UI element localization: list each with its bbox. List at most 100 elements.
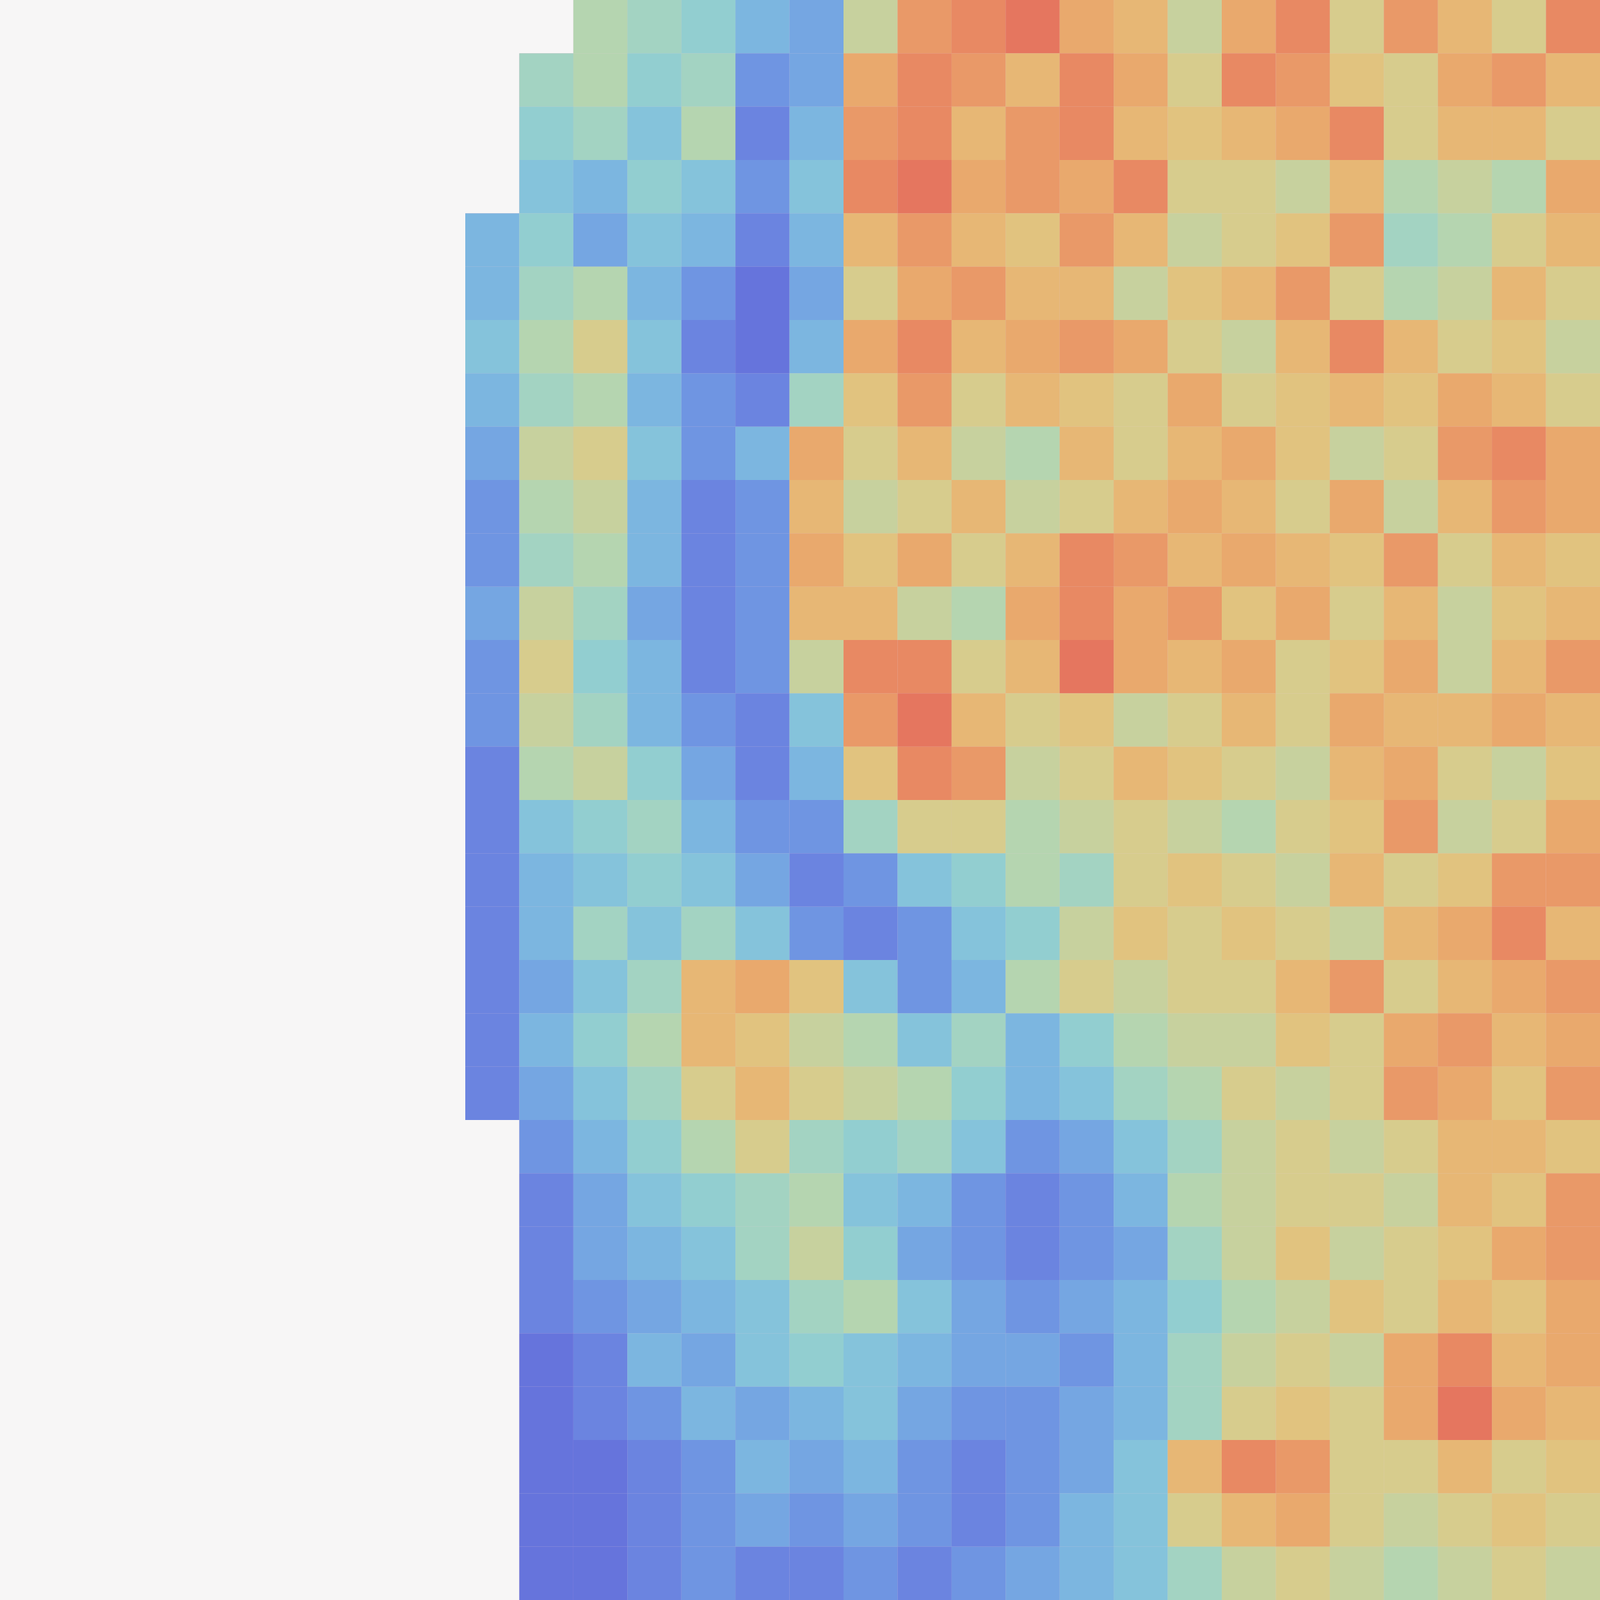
heat-cell (1383, 426, 1438, 480)
tissue (735, 213, 790, 267)
tissue (897, 0, 952, 54)
heat-cell (897, 320, 952, 374)
tissue (1168, 1066, 1222, 1120)
heat-cell (1546, 1173, 1600, 1227)
tissue (519, 746, 573, 800)
tissue (1546, 586, 1600, 640)
heat-cell (843, 266, 898, 320)
heat-cell (843, 160, 898, 214)
tissue (519, 640, 573, 694)
tissue (573, 1013, 628, 1067)
tissue (1059, 426, 1114, 480)
tissue (1059, 1226, 1114, 1280)
heat-cell (1113, 1173, 1168, 1227)
tissue (1438, 1226, 1492, 1280)
tissue (1275, 1333, 1330, 1387)
heat-cell (519, 1120, 573, 1174)
tissue (1383, 533, 1438, 587)
heat-cell (843, 426, 898, 480)
tissue (1168, 266, 1222, 320)
heat-cell (1005, 1386, 1060, 1440)
tissue (1329, 1333, 1384, 1387)
heat-cell (1275, 1280, 1330, 1334)
tissue (1168, 373, 1222, 427)
heat-cell (681, 480, 736, 534)
heat-cell (1438, 266, 1492, 320)
tissue (843, 1280, 898, 1334)
tissue (897, 960, 952, 1014)
tissue (897, 533, 952, 587)
heat-cell (1546, 480, 1600, 534)
heat-cell (789, 266, 844, 320)
heat-cell (1275, 1013, 1330, 1067)
heat-cell (1005, 320, 1060, 374)
heat-cell (1491, 1226, 1546, 1280)
heat-cell (1383, 480, 1438, 534)
heat-cell (519, 1226, 573, 1280)
heat-cell (1546, 106, 1600, 160)
tissue (1005, 1493, 1060, 1547)
heat-cell (1113, 1546, 1168, 1600)
tissue (1329, 853, 1384, 907)
heat-cell (573, 1066, 628, 1120)
heat-cell (1113, 160, 1168, 214)
heat-cell (789, 906, 844, 960)
tissue (1438, 1173, 1492, 1227)
tissue (951, 1013, 1006, 1067)
heat-cell (573, 1173, 628, 1227)
heat-cell (1438, 746, 1492, 800)
tissue (573, 0, 628, 54)
heat-cell (1275, 373, 1330, 427)
tissue (1491, 960, 1546, 1014)
tissue (951, 373, 1006, 427)
tissue (681, 106, 736, 160)
heat-cell (1168, 746, 1222, 800)
tissue (681, 800, 736, 854)
tissue (1383, 960, 1438, 1014)
tissue (1168, 1280, 1222, 1334)
tissue (789, 213, 844, 267)
heat-cell (1546, 0, 1600, 54)
heat-cell (573, 1493, 628, 1547)
tissue (1113, 1386, 1168, 1440)
heat-cell (735, 853, 790, 907)
tissue (681, 746, 736, 800)
heat-cell (1329, 426, 1384, 480)
tissue (1491, 160, 1546, 214)
heat-cell (573, 640, 628, 694)
tissue (1113, 960, 1168, 1014)
tissue (897, 1066, 952, 1120)
heat-cell (843, 1226, 898, 1280)
heat-cell (573, 1226, 628, 1280)
tissue (897, 1226, 952, 1280)
tissue (573, 853, 628, 907)
tissue (681, 1280, 736, 1334)
heat-cell (519, 586, 573, 640)
tissue (1275, 1173, 1330, 1227)
tissue (1221, 1226, 1276, 1280)
tissue (789, 266, 844, 320)
heat-cell (1329, 0, 1384, 54)
tissue (789, 693, 844, 747)
tissue (627, 693, 681, 747)
tissue (1113, 853, 1168, 907)
heat-cell (1329, 586, 1384, 640)
tissue (1168, 160, 1222, 214)
tissue (1383, 853, 1438, 907)
heat-cell (1491, 693, 1546, 747)
background (0, 0, 1600, 1600)
tissue (1005, 746, 1060, 800)
heat-cell (627, 1226, 681, 1280)
heat-cell (789, 1493, 844, 1547)
tissue (1383, 1120, 1438, 1174)
tissue (573, 1280, 628, 1334)
tissue (681, 1173, 736, 1227)
tissue (1113, 1013, 1168, 1067)
tissue (1438, 1013, 1492, 1067)
heat-cell (1221, 373, 1276, 427)
heat-cell (789, 0, 844, 54)
tissue (573, 106, 628, 160)
heat-cell (843, 1013, 898, 1067)
heat-cell (1383, 1333, 1438, 1387)
tissue (843, 1386, 898, 1440)
